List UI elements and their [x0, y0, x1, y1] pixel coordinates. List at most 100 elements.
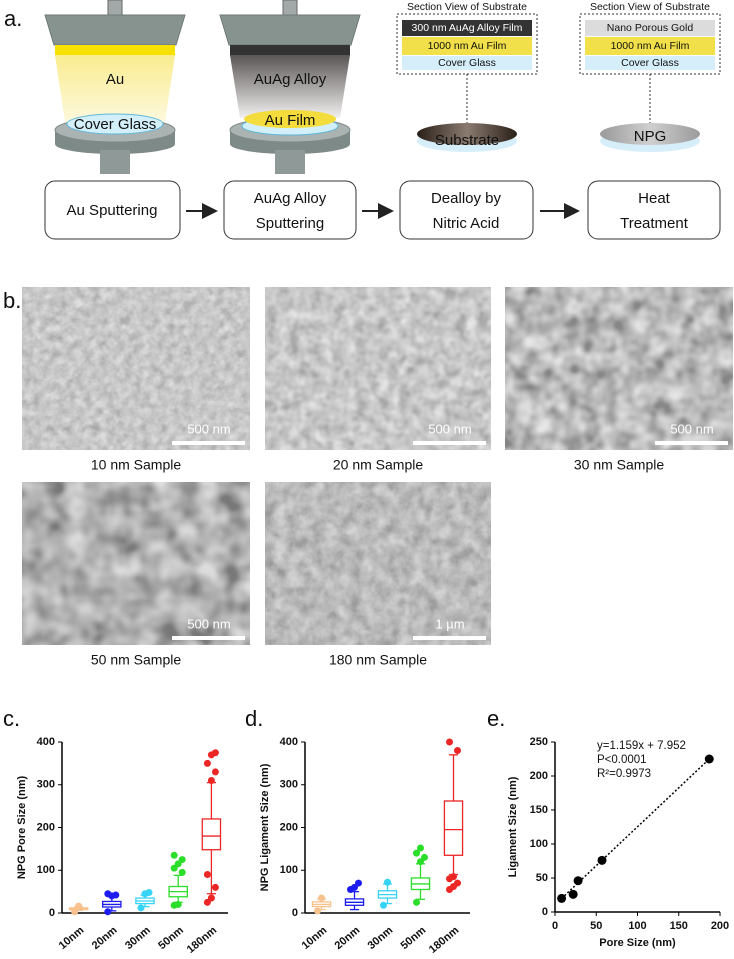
scale-bar-label: 500 nm [187, 616, 230, 631]
step-label: Au Sputtering [67, 202, 158, 219]
layer [585, 56, 715, 70]
box [201, 818, 222, 851]
outlier [355, 879, 362, 887]
step-label: Treatment [620, 215, 689, 232]
outlier [318, 894, 325, 902]
y-tick-label: 200 [530, 770, 548, 782]
layer-label: 1000 nm Au Film [428, 40, 507, 52]
layer [585, 20, 715, 36]
y-tick-label: 200 [37, 821, 55, 833]
y-axis-title: NPG Pore Size (nm) [16, 776, 28, 880]
target-label: AuAg Alloy [254, 71, 327, 88]
x-axis-title: Pore Size (nm) [599, 937, 676, 949]
outlier [170, 851, 178, 859]
panel-label: d. [245, 706, 263, 731]
step-label: Sputtering [256, 215, 324, 232]
layer-label: 300 nm AuAg Alloy Film [412, 22, 523, 34]
outlier [446, 738, 453, 746]
outlier [174, 900, 182, 908]
outlier [454, 879, 461, 887]
point [557, 893, 567, 903]
x-tick-label: 150 [670, 920, 688, 932]
outlier [71, 908, 79, 916]
y-axis-title: Ligament Size (nm) [507, 776, 519, 877]
outlier [211, 749, 219, 757]
outlier [380, 901, 387, 909]
layer [402, 37, 532, 55]
x-tick-label: 30nm [123, 924, 153, 952]
x-tick-label: 50nm [156, 924, 186, 952]
layer [585, 37, 715, 55]
caption: 20 nm Sample [333, 457, 423, 473]
outlier [178, 856, 186, 864]
y-tick-label: 300 [280, 779, 298, 791]
outlier [75, 902, 83, 910]
outlier [454, 747, 461, 755]
sample-disk [600, 123, 700, 145]
x-tick-label: 180nm [427, 924, 462, 956]
section-title: Section View of Substrate [590, 1, 710, 13]
outlier [203, 871, 211, 879]
y-tick-label: 250 [530, 736, 548, 748]
point [704, 754, 714, 764]
outlier [207, 776, 215, 784]
step-label: Heat [638, 190, 671, 207]
x-tick-label: 50nm [399, 924, 429, 952]
sem-image [505, 287, 733, 450]
layer-label: Nano Porous Gold [607, 22, 694, 34]
box [443, 800, 464, 856]
point [597, 855, 607, 865]
layer [402, 20, 532, 36]
y-tick-label: 400 [280, 736, 298, 748]
outlier [203, 759, 211, 767]
outlier [413, 898, 420, 906]
sample-label: Substrate [435, 132, 499, 149]
point [573, 876, 583, 886]
step-box [399, 180, 534, 240]
sem-image [22, 482, 250, 645]
scale-bar-label: 500 nm [670, 421, 713, 436]
x-tick-label: 10nm [300, 924, 330, 952]
y-tick-label: 0 [542, 906, 548, 918]
y-tick-label: 0 [292, 907, 298, 919]
layer-label: Cover Glass [438, 57, 496, 69]
annotation: y=1.159x + 7.952 [597, 740, 686, 752]
outlier [137, 904, 145, 912]
step-box [44, 180, 181, 240]
scale-bar-label: 1 µm [435, 616, 464, 631]
x-tick-label: 180nm [185, 924, 220, 956]
outlier [421, 853, 428, 861]
outlier [104, 890, 112, 898]
y-tick-label: 200 [280, 821, 298, 833]
layer-label: Cover Glass [621, 57, 679, 69]
scale-bar-label: 500 nm [187, 421, 230, 436]
section-title: Section View of Substrate [407, 1, 527, 13]
sputter-device [44, 0, 186, 174]
panel-label: a. [4, 6, 22, 31]
outlier [413, 849, 420, 857]
y-tick-label: 300 [37, 779, 55, 791]
point [568, 889, 578, 899]
sem-image [265, 482, 491, 645]
sem-image [265, 287, 491, 450]
caption: 50 nm Sample [91, 652, 181, 668]
y-tick-label: 0 [49, 907, 55, 919]
sputter-device [219, 0, 361, 174]
step-label: AuAg Alloy [254, 190, 327, 207]
outlier [314, 907, 321, 915]
x-tick-label: 50 [590, 920, 602, 932]
outlier [104, 908, 112, 916]
panel-label: c. [3, 706, 20, 731]
step-label: Dealloy by [431, 190, 502, 207]
substrate-label: Cover Glass [74, 116, 157, 133]
panel-label: e. [487, 706, 505, 731]
outlier [384, 878, 391, 886]
scale-bar-label: 500 nm [428, 421, 471, 436]
substrate-label: Au Film [265, 112, 316, 129]
y-tick-label: 50 [536, 872, 548, 884]
outlier [450, 873, 457, 881]
target-label: Au [106, 71, 124, 88]
outlier [145, 888, 153, 896]
x-tick-label: 20nm [90, 924, 120, 952]
outlier [211, 768, 219, 776]
